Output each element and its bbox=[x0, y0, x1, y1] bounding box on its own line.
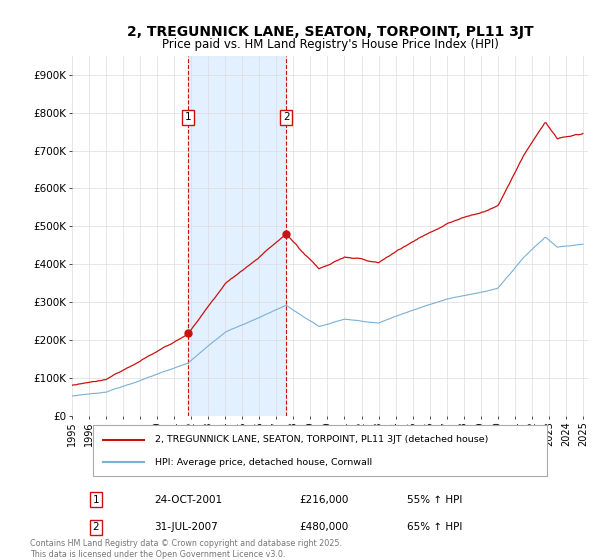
Text: 2: 2 bbox=[92, 522, 99, 533]
Text: 31-JUL-2007: 31-JUL-2007 bbox=[155, 522, 218, 533]
Text: Price paid vs. HM Land Registry's House Price Index (HPI): Price paid vs. HM Land Registry's House … bbox=[161, 38, 499, 51]
Text: £216,000: £216,000 bbox=[299, 494, 349, 505]
Text: Contains HM Land Registry data © Crown copyright and database right 2025.
This d: Contains HM Land Registry data © Crown c… bbox=[30, 539, 342, 559]
Text: 1: 1 bbox=[185, 112, 191, 122]
Text: 2, TREGUNNICK LANE, SEATON, TORPOINT, PL11 3JT (detached house): 2, TREGUNNICK LANE, SEATON, TORPOINT, PL… bbox=[155, 435, 488, 444]
Text: 24-OCT-2001: 24-OCT-2001 bbox=[155, 494, 223, 505]
Bar bbox=[188, 56, 286, 416]
FancyBboxPatch shape bbox=[92, 425, 547, 475]
Text: 65% ↑ HPI: 65% ↑ HPI bbox=[407, 522, 463, 533]
Text: £480,000: £480,000 bbox=[299, 522, 348, 533]
Text: 1: 1 bbox=[92, 494, 99, 505]
Text: 55% ↑ HPI: 55% ↑ HPI bbox=[407, 494, 463, 505]
Text: 2: 2 bbox=[283, 112, 290, 122]
Text: HPI: Average price, detached house, Cornwall: HPI: Average price, detached house, Corn… bbox=[155, 458, 371, 466]
Text: 2, TREGUNNICK LANE, SEATON, TORPOINT, PL11 3JT: 2, TREGUNNICK LANE, SEATON, TORPOINT, PL… bbox=[127, 25, 533, 39]
